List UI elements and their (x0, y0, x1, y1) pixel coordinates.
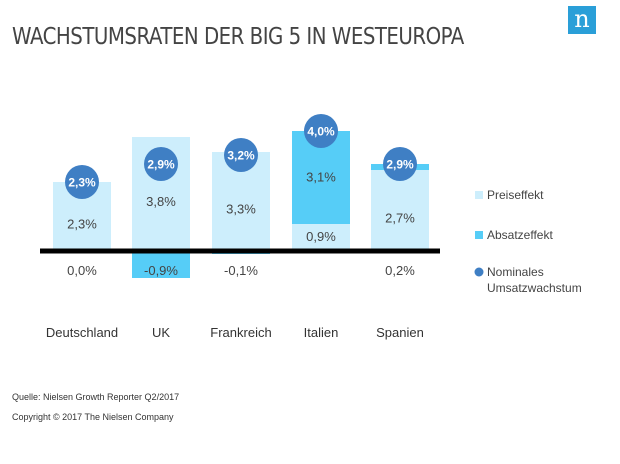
label-umsatzwachstum-0: 2,3% (68, 176, 96, 190)
label-absatzeffekt-0: 0,0% (67, 263, 97, 278)
bars-layer (53, 131, 429, 278)
legend: Preiseffekt Absatzeffekt Nominales Umsatzwa… (474, 188, 582, 295)
legend-label-umsatzwachstum-line1: Nominales (487, 265, 544, 279)
legend-swatch-umsatzwachstum (474, 267, 484, 277)
category-label-4: Spanien (376, 325, 424, 340)
legend-label-absatzeffekt: Absatzeffekt (487, 228, 553, 242)
label-preiseffekt-0: 2,3% (67, 217, 97, 232)
legend-swatch-preiseffekt (475, 191, 483, 199)
label-preiseffekt-1: 3,8% (146, 194, 176, 209)
label-umsatzwachstum-3: 4,0% (307, 125, 335, 139)
marker-umsatzwachstum-4 (383, 147, 417, 181)
marker-umsatzwachstum-3 (304, 114, 338, 148)
label-absatzeffekt-3: 3,1% (306, 170, 336, 185)
category-label-0: Deutschland (46, 325, 118, 340)
legend-swatch-absatzeffekt (475, 231, 483, 239)
bar-absatzeffekt-1 (132, 251, 190, 278)
label-absatzeffekt-2: -0,1% (224, 263, 258, 278)
marker-umsatzwachstum-1 (144, 147, 178, 181)
category-label-1: UK (152, 325, 170, 340)
label-absatzeffekt-4: 0,2% (385, 263, 415, 278)
bar-preiseffekt-3 (292, 224, 350, 251)
legend-label-preiseffekt: Preiseffekt (487, 188, 544, 202)
labels-layer: 2,3% 0,0% 2,3% Deutschland 3,8% -0,9% 2,9% UK 3,… (46, 114, 424, 340)
legend-label-umsatzwachstum-line2: Umsatzwachstum (487, 281, 582, 295)
chart-title: WACHSTUMSRATEN DER BIG 5 IN WESTEUROPA (12, 24, 464, 50)
copyright-note: Copyright © 2017 The Nielsen Company (12, 412, 174, 422)
label-umsatzwachstum-1: 2,9% (147, 158, 175, 172)
marker-umsatzwachstum-0 (65, 165, 99, 199)
label-preiseffekt-3: 0,9% (306, 229, 336, 244)
label-absatzeffekt-1: -0,9% (144, 263, 178, 278)
category-label-3: Italien (304, 325, 339, 340)
nielsen-logo-icon: n (568, 6, 596, 34)
label-preiseffekt-2: 3,3% (226, 202, 256, 217)
source-note: Quelle: Nielsen Growth Reporter Q2/2017 (12, 392, 180, 402)
label-umsatzwachstum-2: 3,2% (227, 149, 255, 163)
category-label-2: Frankreich (210, 325, 271, 340)
marker-umsatzwachstum-2 (224, 138, 258, 172)
bar-preiseffekt-4 (371, 170, 429, 251)
label-umsatzwachstum-4: 2,9% (386, 158, 414, 172)
label-preiseffekt-4: 2,7% (385, 211, 415, 226)
